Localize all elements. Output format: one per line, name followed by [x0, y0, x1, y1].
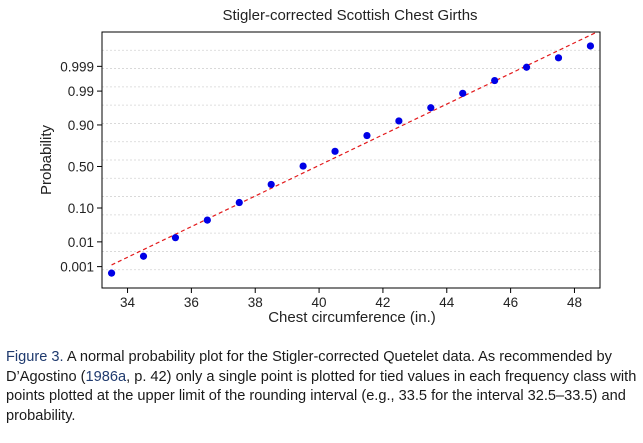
- normal-probability-plot: Stigler-corrected Scottish Chest Girths …: [38, 7, 601, 326]
- y-tick-label: 0.001: [60, 260, 94, 275]
- data-point: [203, 216, 211, 224]
- data-point: [331, 147, 339, 155]
- x-tick-label: 38: [248, 295, 263, 310]
- data-point: [235, 198, 243, 207]
- data-point: [459, 89, 467, 97]
- y-axis-label: Probability: [38, 124, 55, 195]
- y-tick-label: 0.10: [68, 201, 94, 216]
- data-points: [107, 42, 595, 277]
- x-tick-label: 36: [184, 295, 199, 310]
- caption-text-1: A normal probability plot for the Stigle…: [6, 349, 612, 385]
- x-tick-label: 44: [439, 295, 455, 310]
- caption-citation[interactable]: 1986a: [85, 368, 127, 385]
- data-point: [554, 54, 563, 62]
- fit-line: [111, 31, 598, 266]
- data-point: [171, 234, 180, 242]
- x-axis-label: Chest circumference (in.): [268, 309, 436, 326]
- x-tick-label: 48: [567, 295, 582, 310]
- data-point: [395, 117, 403, 125]
- y-tick-label: 0.50: [68, 159, 94, 174]
- caption-text-2: , p. 42) only a single point is plotted …: [6, 368, 637, 424]
- data-point: [586, 42, 595, 50]
- data-point: [267, 180, 275, 189]
- grid-lines: [102, 49, 600, 271]
- data-point: [491, 76, 499, 85]
- data-point: [107, 269, 116, 277]
- x-tick-label: 34: [120, 295, 136, 310]
- x-tick-label: 40: [312, 295, 327, 310]
- data-point: [299, 162, 307, 170]
- figure-caption: Figure 3. A normal probability plot for …: [6, 348, 638, 426]
- data-point: [427, 104, 435, 112]
- plot-frame: [101, 31, 601, 289]
- data-point: [363, 131, 371, 140]
- x-tick-label: 42: [375, 295, 390, 310]
- y-tick-label: 0.999: [60, 59, 94, 74]
- x-axis: 34 36 38 40 42 44 46 48: [120, 288, 582, 310]
- y-tick-label: 0.99: [68, 84, 94, 99]
- data-point: [139, 252, 148, 260]
- chart-title: Stigler-corrected Scottish Chest Girths: [222, 7, 477, 24]
- y-tick-label: 0.01: [68, 235, 94, 250]
- data-point: [522, 63, 531, 71]
- caption-label: Figure 3.: [6, 349, 64, 365]
- y-tick-label: 0.90: [68, 118, 94, 133]
- y-axis: 0.001 0.01 0.10 0.50 0.90 0.99 0.999: [60, 59, 102, 275]
- x-tick-label: 46: [503, 295, 518, 310]
